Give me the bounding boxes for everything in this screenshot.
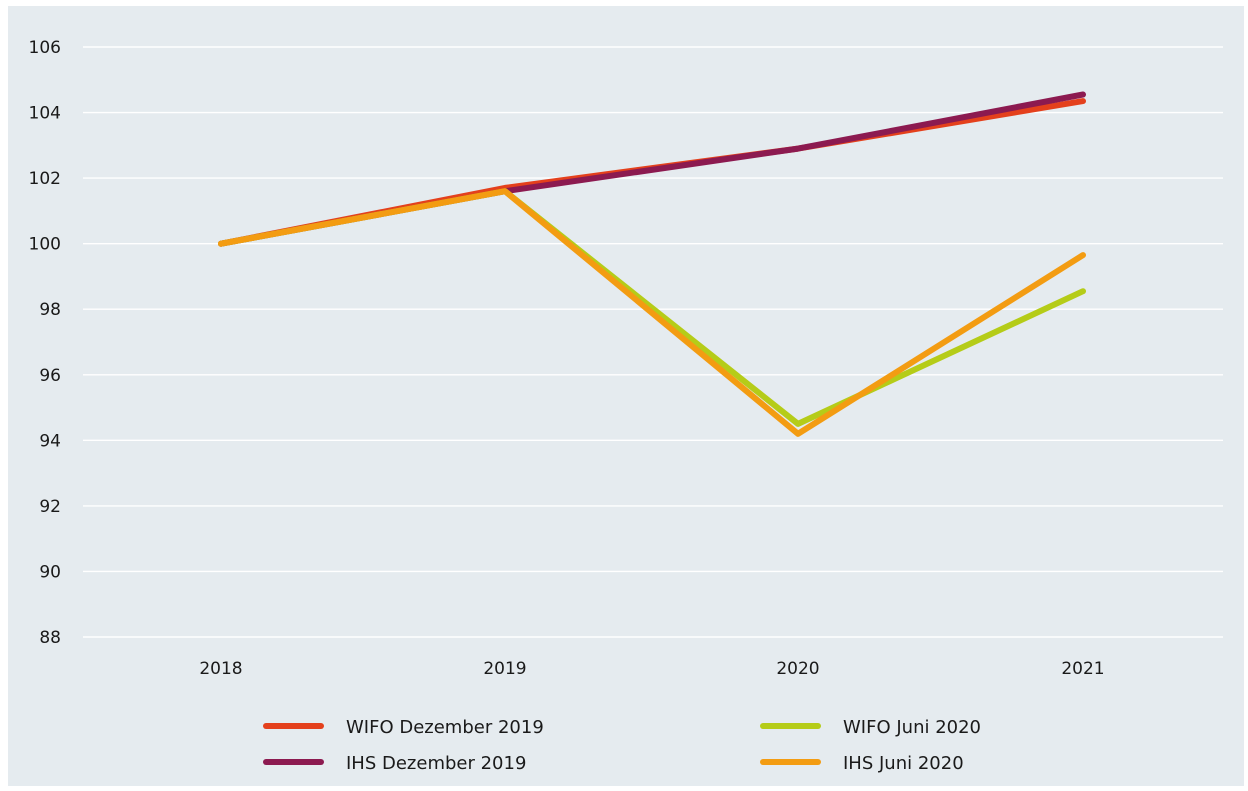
gridlines	[83, 46, 1223, 638]
y-tick-label: 98	[39, 300, 61, 320]
x-tick-label: 2019	[483, 659, 526, 679]
x-axis-ticks: 2018 2019 2020 2021	[199, 659, 1104, 679]
y-tick-label: 92	[39, 497, 61, 517]
legend: WIFO Dezember 2019 IHS Dezember 2019 WIFO …	[263, 717, 981, 774]
legend-label-1: WIFO Dezember 2019	[346, 717, 544, 738]
y-tick-label: 104	[29, 104, 61, 124]
line-chart: 88 90 92 94 96 98 100 102 104 106 2018 2019 2020 202…	[29, 38, 1223, 774]
x-tick-label: 2021	[1061, 659, 1104, 679]
series-line-4	[218, 188, 1086, 437]
y-axis-ticks: 88 90 92 94 96 98 100 102 104 106	[29, 38, 61, 648]
y-tick-label: 94	[39, 431, 61, 451]
chart-panel: 88 90 92 94 96 98 100 102 104 106 2018 2019 2020 202…	[8, 6, 1244, 786]
legend-label-4: IHS Juni 2020	[843, 753, 964, 774]
series-lines	[218, 91, 1086, 437]
x-tick-label: 2020	[776, 659, 819, 679]
y-tick-label: 96	[39, 366, 61, 386]
y-tick-label: 88	[39, 628, 61, 648]
series-line-3	[218, 188, 1086, 427]
x-tick-label: 2018	[199, 659, 242, 679]
y-tick-label: 106	[29, 38, 61, 58]
y-tick-label: 102	[29, 169, 61, 189]
y-tick-label: 90	[39, 562, 61, 582]
y-tick-label: 100	[29, 235, 61, 255]
legend-label-2: IHS Dezember 2019	[346, 753, 526, 774]
legend-label-3: WIFO Juni 2020	[843, 717, 981, 738]
